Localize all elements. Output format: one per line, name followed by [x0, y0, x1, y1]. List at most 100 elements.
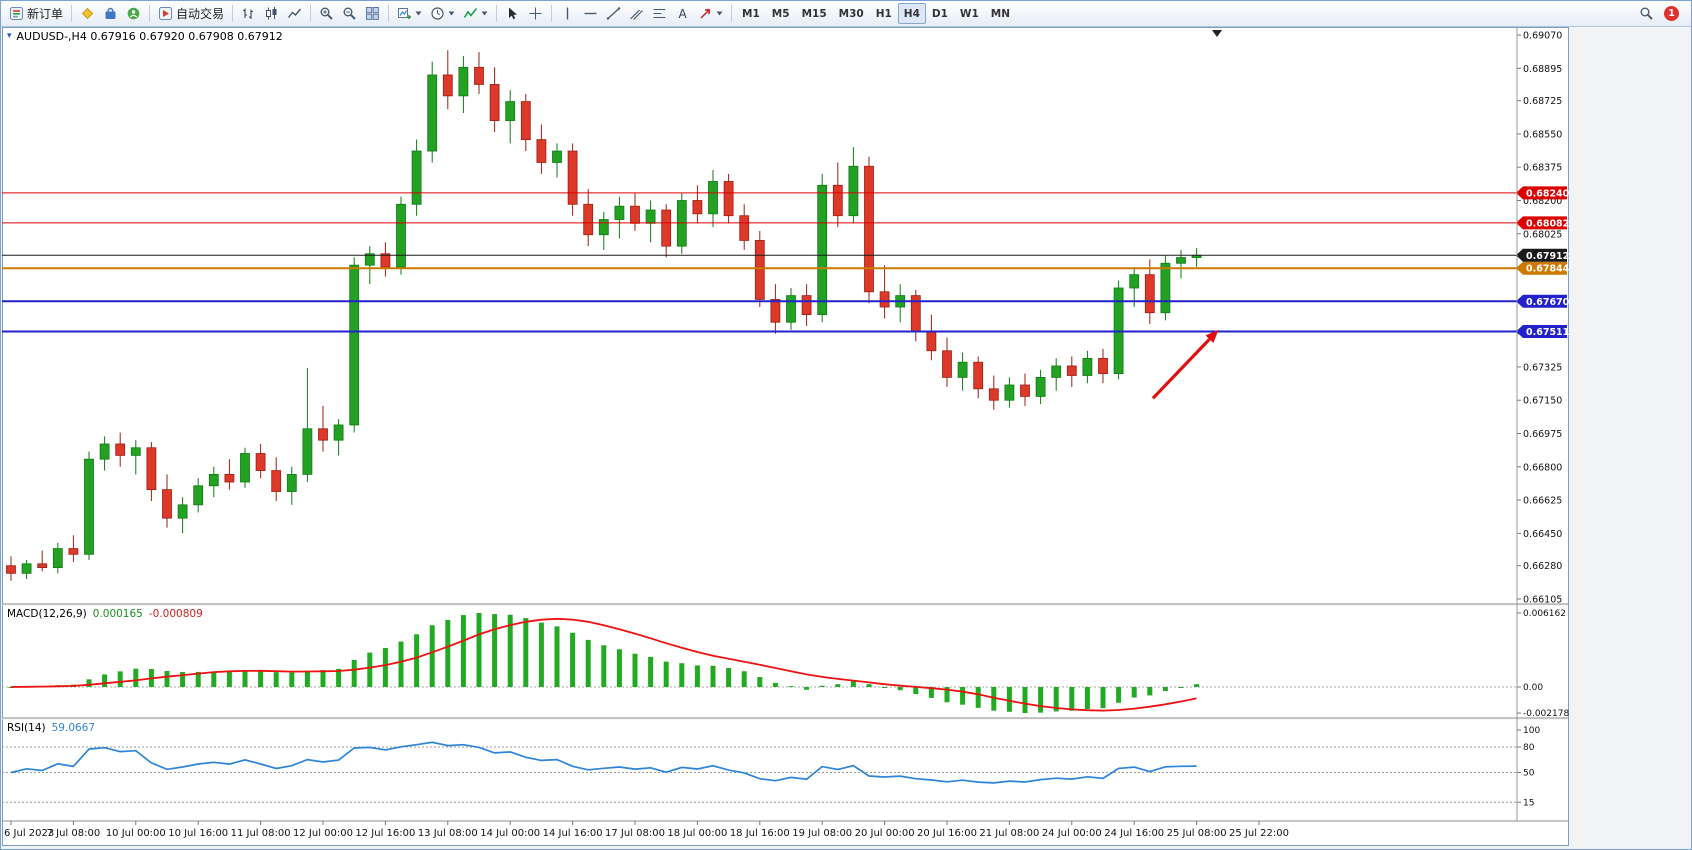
bar-chart-button[interactable]: [237, 3, 260, 24]
algo-trading-icon: [158, 6, 173, 21]
vertical-line-button[interactable]: [556, 3, 579, 24]
horizontal-line-button[interactable]: [579, 3, 602, 24]
time-label[interactable]: 14 Jul 00:00: [480, 828, 540, 839]
candle: [6, 565, 16, 574]
candle: [848, 165, 859, 217]
time-label[interactable]: 20 Jul 16:00: [917, 828, 977, 839]
time-label[interactable]: 10 Jul 00:00: [106, 828, 166, 839]
market-icon: [103, 6, 118, 21]
time-label[interactable]: 10 Jul 16:00: [168, 828, 228, 839]
candle: [380, 253, 391, 268]
mql5-services-button[interactable]: [76, 3, 99, 24]
new-chart-button[interactable]: [393, 3, 426, 24]
macd-histogram-bar: [819, 685, 825, 687]
time-label[interactable]: 12 Jul 00:00: [293, 828, 353, 839]
timeframe-button-m15[interactable]: M15: [801, 7, 827, 20]
caret-down-icon: [481, 11, 488, 16]
price-tick-label: 0.66625: [1523, 496, 1562, 507]
trendline-button[interactable]: [602, 3, 625, 24]
candlestick-chart-button[interactable]: [260, 3, 283, 24]
indicators-button[interactable]: [459, 3, 492, 24]
time-label[interactable]: 7 Jul 08:00: [47, 828, 101, 839]
oneclick-trading-arrow-icon[interactable]: ▾: [7, 31, 12, 41]
timeframe-button-m5[interactable]: M5: [771, 7, 790, 20]
time-label[interactable]: 24 Jul 16:00: [1104, 828, 1164, 839]
new-order-button[interactable]: 新订单: [5, 3, 67, 24]
timeframe-button-d1[interactable]: D1: [931, 7, 948, 20]
tile-windows-button[interactable]: [361, 3, 384, 24]
zoom-in-icon: [319, 6, 334, 21]
timeframe-button-mn[interactable]: MN: [990, 7, 1011, 20]
macd-histogram-bar: [616, 649, 622, 687]
trend-arrow-object[interactable]: [1151, 329, 1219, 400]
timeframe-button-h4[interactable]: H4: [897, 3, 926, 24]
macd-histogram-bar: [476, 613, 482, 687]
algo-trading-button[interactable]: 自动交易: [154, 3, 228, 24]
notification-badge[interactable]: 1: [1664, 6, 1679, 21]
time-label[interactable]: 18 Jul 00:00: [667, 828, 727, 839]
time-label[interactable]: 17 Jul 08:00: [605, 828, 665, 839]
macd-tick-label: 0.00: [1523, 683, 1543, 693]
community-button[interactable]: [122, 3, 145, 24]
macd-histogram-bar: [554, 626, 560, 687]
time-label[interactable]: 12 Jul 16:00: [355, 828, 415, 839]
toolbar-group: A: [556, 1, 727, 26]
time-label[interactable]: 6 Jul 2023: [4, 828, 54, 839]
timeframe-button-h1[interactable]: H1: [875, 7, 892, 20]
time-label[interactable]: 25 Jul 08:00: [1167, 828, 1227, 839]
macd-histogram-bar: [195, 671, 201, 687]
periods-button[interactable]: [426, 3, 459, 24]
chart-canvas[interactable]: 0.69070 0.68895 0.68725 0.68550 0.68375 0.682…: [1, 1, 1569, 850]
time-label[interactable]: 18 Jul 16:00: [730, 828, 790, 839]
arrow-objects-button[interactable]: [694, 3, 727, 24]
time-label[interactable]: 11 Jul 08:00: [231, 828, 291, 839]
equidistant-channel-button[interactable]: [625, 3, 648, 24]
zoom-in-button[interactable]: [315, 3, 338, 24]
macd-histogram-bar: [1162, 687, 1168, 691]
price-line-label-text: 0.67912: [1526, 251, 1569, 262]
line-chart-button[interactable]: [283, 3, 306, 24]
text-button[interactable]: A: [671, 3, 694, 24]
macd-histogram-bar: [663, 661, 669, 687]
candle: [630, 205, 640, 224]
timeframe-button-m1[interactable]: M1: [742, 7, 760, 20]
candle: [988, 388, 999, 401]
time-label[interactable]: 20 Jul 00:00: [855, 828, 915, 839]
candle: [583, 203, 594, 236]
time-label[interactable]: 13 Jul 08:00: [418, 828, 478, 839]
macd-histogram-bar: [585, 639, 591, 687]
price-tick-label: 0.66450: [1523, 529, 1562, 540]
time-label[interactable]: 19 Jul 08:00: [792, 828, 852, 839]
time-label[interactable]: 25 Jul 22:00: [1229, 828, 1289, 839]
chart-shift-marker-icon[interactable]: [1212, 30, 1222, 37]
time-label[interactable]: 24 Jul 00:00: [1042, 828, 1102, 839]
candle: [770, 299, 781, 323]
search-button[interactable]: [1635, 3, 1658, 24]
time-label[interactable]: 14 Jul 16:00: [543, 828, 603, 839]
candle: [99, 443, 110, 460]
candle: [364, 253, 375, 266]
candle: [1160, 262, 1171, 314]
cursor-button[interactable]: [501, 3, 524, 24]
timeframe-button-w1[interactable]: W1: [959, 7, 979, 20]
macd-histogram-bar: [86, 679, 92, 687]
price-line-label-text: 0.68240: [1526, 188, 1569, 199]
fibonacci-button[interactable]: [648, 3, 671, 24]
price-tick-label: 0.67325: [1523, 362, 1562, 373]
new-chart-icon: [397, 6, 412, 21]
time-label[interactable]: 21 Jul 08:00: [979, 828, 1039, 839]
crosshair-button[interactable]: [524, 3, 547, 24]
price-tick-label: 0.68725: [1523, 96, 1562, 107]
zoom-out-button[interactable]: [338, 3, 361, 24]
macd-histogram-bar: [648, 656, 654, 687]
rsi-line: [10, 741, 1197, 784]
macd-histogram-bar: [710, 665, 716, 687]
price-line-label: [1516, 261, 1567, 275]
macd-histogram-bar: [1069, 687, 1075, 711]
market-button[interactable]: [99, 3, 122, 24]
candle: [1082, 357, 1093, 376]
timeframe-button-m30[interactable]: M30: [838, 7, 864, 20]
candle: [489, 84, 500, 121]
macd-histogram-bar: [117, 671, 123, 687]
zoom-out-icon: [342, 6, 357, 21]
